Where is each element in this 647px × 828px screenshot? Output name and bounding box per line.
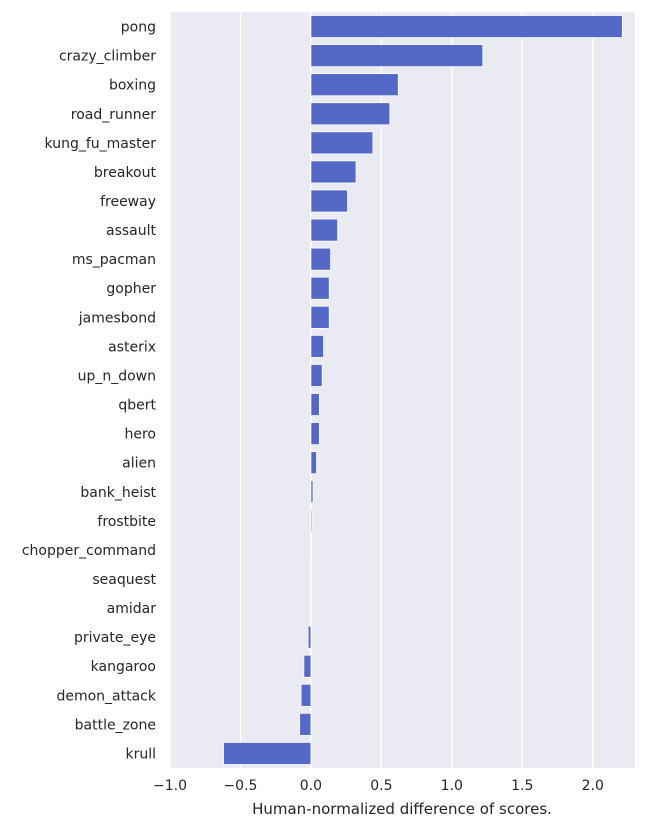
category-label-boxing: boxing [109,78,156,94]
category-label-breakout: breakout [94,165,157,181]
category-label-amidar: amidar [107,601,157,617]
category-label-frostbite: frostbite [97,514,156,530]
bar-up_n_down [310,364,323,387]
bar-demon_attack [300,683,312,707]
bar-road_runner [310,102,391,126]
bar-assault [310,218,339,242]
category-label-kangaroo: kangaroo [91,659,156,675]
bar-frostbite [310,509,313,533]
bar-private_eye [307,625,312,649]
bar-qbert [310,393,320,416]
category-label-krull: krull [125,746,156,762]
bar-crazy_climber [310,44,484,68]
x-tick-label: −0.5 [223,778,257,794]
category-label-private_eye: private_eye [74,630,156,646]
bar-boxing [310,73,399,97]
bar-jamesbond [310,305,330,329]
bar-krull [223,742,312,765]
category-label-jamesbond: jamesbond [78,310,156,326]
category-label-gopher: gopher [106,281,156,297]
bar-ms_pacman [310,247,332,271]
bar-hero [310,422,320,446]
category-label-hero: hero [125,427,157,443]
plot-background [170,12,635,768]
bar-breakout [310,160,357,184]
x-tick-label: 0.5 [370,778,392,794]
category-label-battle_zone: battle_zone [75,717,156,733]
category-label-demon_attack: demon_attack [56,688,156,704]
category-label-chopper_command: chopper_command [22,543,156,559]
category-label-crazy_climber: crazy_climber [59,49,156,65]
category-label-up_n_down: up_n_down [78,368,156,384]
bar-alien [310,451,317,475]
category-label-bank_heist: bank_heist [80,485,156,501]
category-label-assault: assault [106,223,157,239]
bar-gopher [310,276,330,300]
bar-battle_zone [299,712,312,736]
x-tick-labels: −1.0 −0.5 0.0 0.5 1.0 1.5 2.0 [153,778,604,794]
category-label-asterix: asterix [108,339,156,355]
category-label-freeway: freeway [100,194,156,210]
bar-bank_heist [310,480,314,504]
x-axis-label: Human-normalized difference of scores. [252,800,552,818]
bar-kangaroo [303,654,312,678]
bar-pong [310,15,623,38]
category-label-alien: alien [122,456,156,472]
x-tick-label: 0.0 [300,778,322,794]
bar-freeway [310,189,348,213]
x-tick-label: 1.0 [441,778,463,794]
x-tick-label: 2.0 [582,778,604,794]
category-label-ms_pacman: ms_pacman [72,252,156,268]
bar-kung_fu_master [310,131,374,155]
category-label-kung_fu_master: kung_fu_master [45,136,157,152]
x-tick-label: 1.5 [511,778,533,794]
category-label-pong: pong [121,20,156,36]
x-tick-label: −1.0 [153,778,187,794]
category-label-road_runner: road_runner [71,107,156,123]
bar-asterix [310,334,324,358]
category-label-seaquest: seaquest [92,572,156,588]
category-label-qbert: qbert [118,398,156,414]
bars [223,15,623,765]
